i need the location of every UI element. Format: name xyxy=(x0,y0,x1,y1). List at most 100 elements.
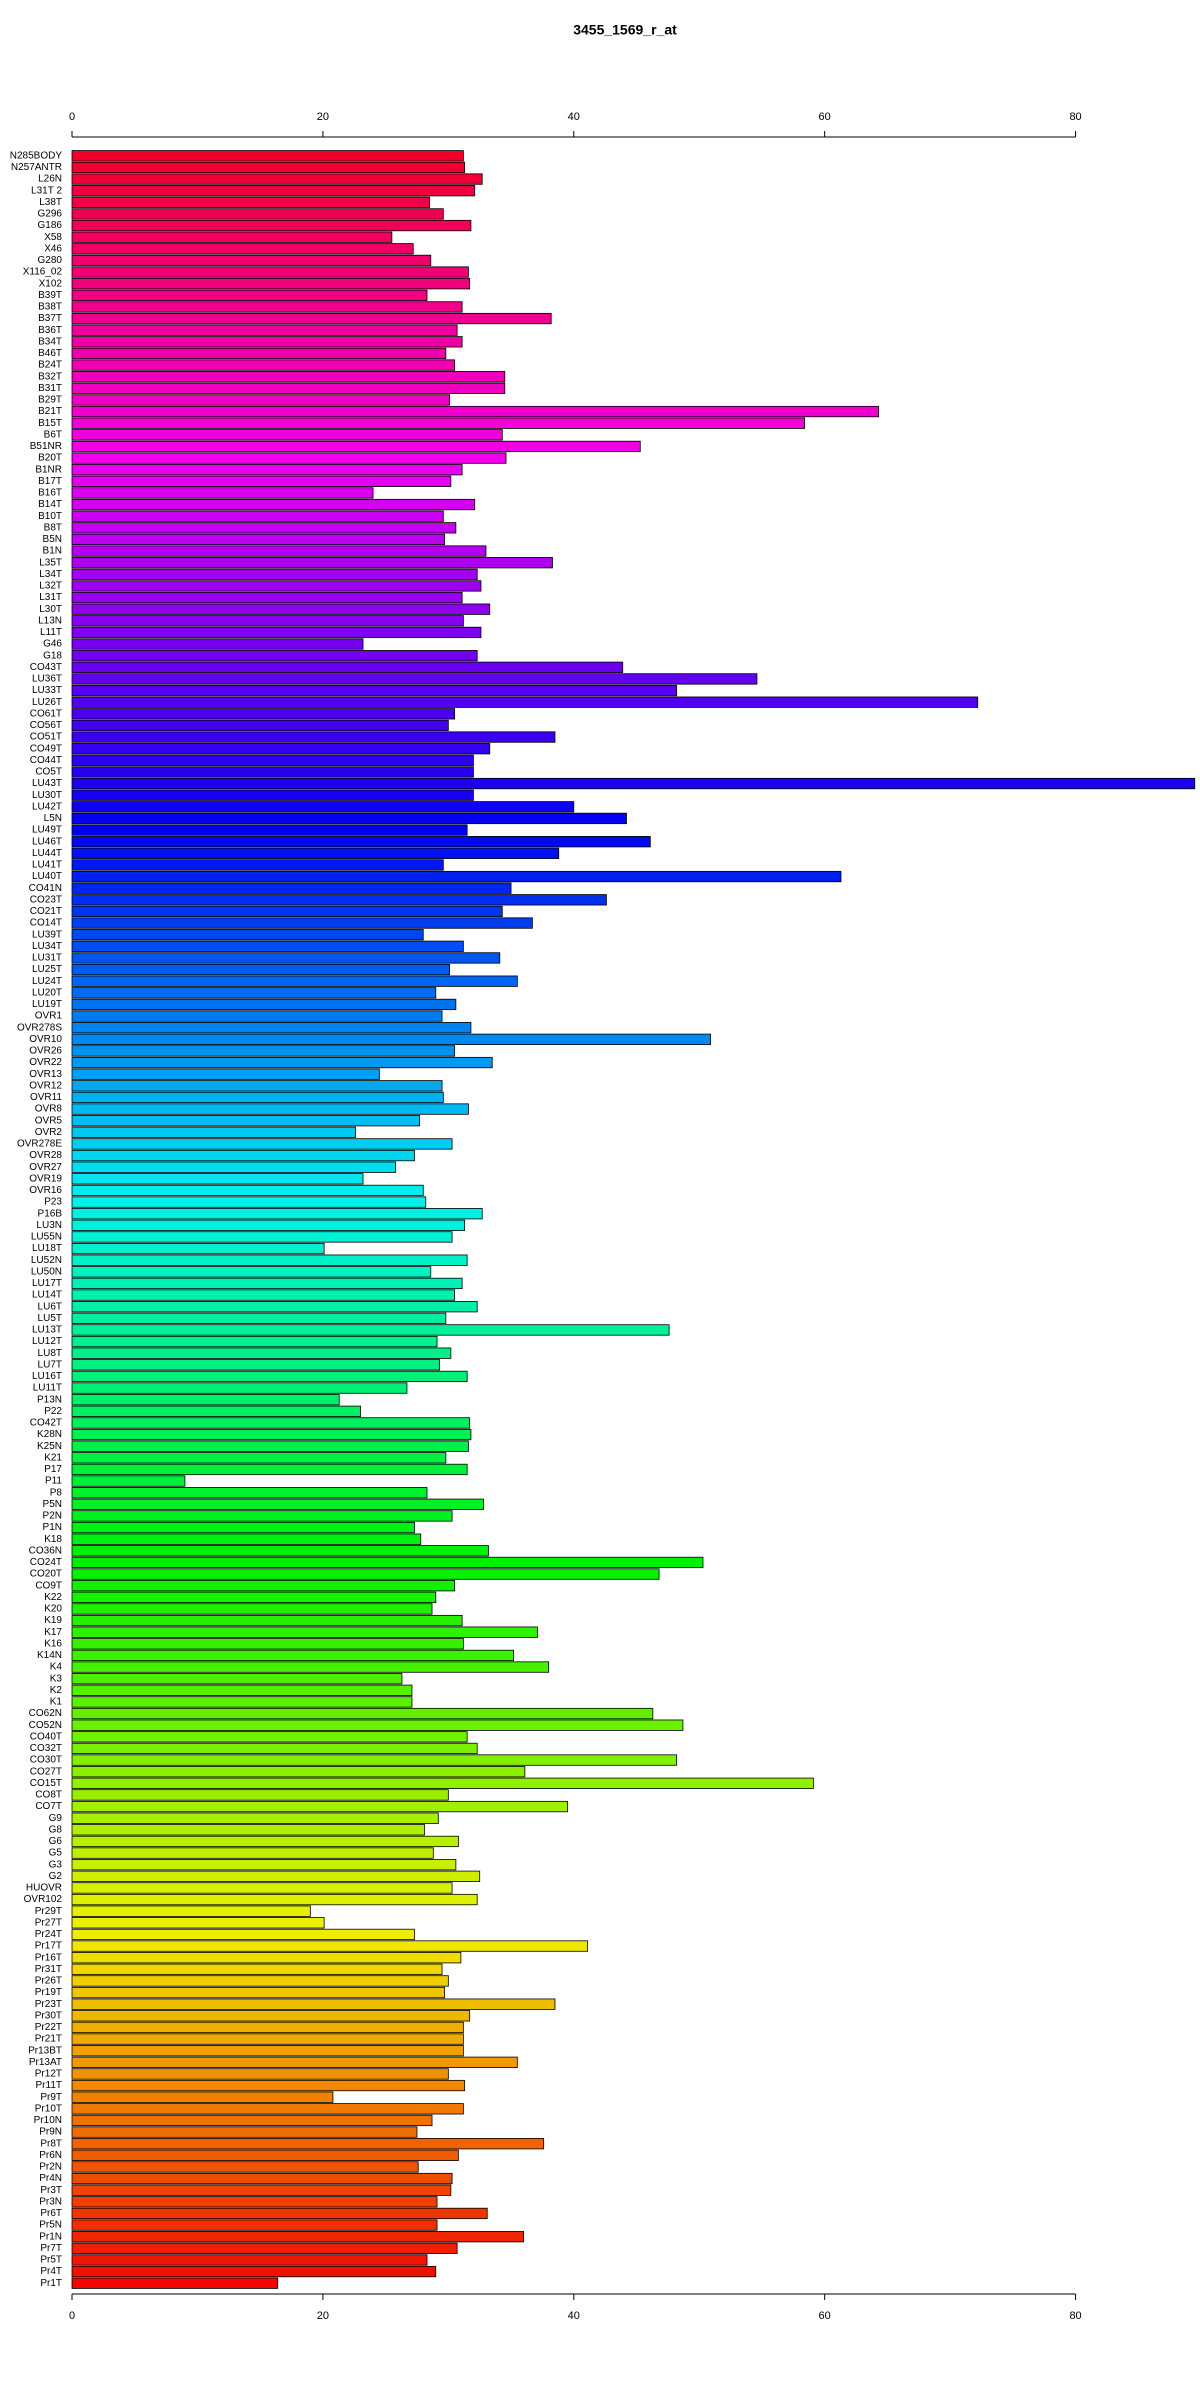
y-tick-label: Pr13AT xyxy=(29,2057,62,2068)
bar xyxy=(71,975,518,987)
y-tick-label: CO42T xyxy=(30,1418,62,1429)
bar xyxy=(71,1975,449,1987)
y-tick-label: LU7T xyxy=(38,1359,62,1370)
bar xyxy=(71,580,482,592)
bar xyxy=(71,2138,545,2150)
bar xyxy=(71,766,474,778)
y-tick-label: CO44T xyxy=(30,755,62,766)
y-tick-label: P8 xyxy=(50,1487,63,1498)
y-tick-label: K28N xyxy=(37,1429,62,1440)
bar xyxy=(71,359,456,371)
y-tick-label: L5N xyxy=(44,813,62,824)
y-tick-label: Pr30T xyxy=(35,2010,62,2021)
bar xyxy=(71,1498,484,1510)
x-tick-label: 0 xyxy=(69,2310,75,2322)
bar xyxy=(71,464,463,476)
y-tick-label: CO20T xyxy=(30,1569,62,1580)
bar xyxy=(71,2231,525,2243)
bar xyxy=(71,940,464,952)
y-tick-label: B20T xyxy=(38,453,62,464)
y-tick-label: CO40T xyxy=(30,1731,62,1742)
bar xyxy=(71,836,651,848)
bar xyxy=(71,1312,447,1324)
y-tick-label: CO8T xyxy=(35,1790,62,1801)
bar xyxy=(71,1370,468,1383)
y-tick-label: OVR22 xyxy=(29,1057,62,1068)
bar xyxy=(71,1789,449,1801)
bar xyxy=(71,1905,311,1917)
y-tick-label: LU50N xyxy=(31,1266,62,1277)
bar xyxy=(71,440,641,453)
y-tick-label: Pr10T xyxy=(35,2103,62,2114)
y-tick-label: P23 xyxy=(44,1197,62,1208)
y-tick-label: G5 xyxy=(49,1848,63,1859)
bar xyxy=(71,1986,445,1999)
bar xyxy=(71,626,482,639)
bar xyxy=(71,2068,449,2080)
y-tick-label: HUOVR xyxy=(26,1883,62,1894)
bar xyxy=(71,2161,419,2173)
bar xyxy=(71,475,452,487)
y-tick-label: L38T xyxy=(39,197,62,208)
bar xyxy=(71,266,469,278)
bar xyxy=(71,1277,463,1290)
y-tick-label: X116_02 xyxy=(23,267,63,278)
y-tick-label: CO27T xyxy=(30,1766,62,1777)
bar xyxy=(71,2219,438,2231)
y-tick-label: B24T xyxy=(38,360,62,371)
bar xyxy=(71,382,506,394)
bar xyxy=(71,1707,654,1720)
y-tick-label: P2N xyxy=(43,1511,62,1522)
y-tick-label: OVR10 xyxy=(29,1034,62,1045)
bar xyxy=(71,1080,443,1092)
bar xyxy=(71,1149,415,1162)
bar xyxy=(71,1138,453,1150)
y-tick-label: Pr21T xyxy=(35,2034,62,2045)
bar xyxy=(71,1115,420,1127)
bar xyxy=(71,1556,704,1569)
y-tick-label: Pr6T xyxy=(40,2208,62,2219)
bar xyxy=(71,1126,356,1138)
bar xyxy=(71,696,979,708)
y-tick-label: LU34T xyxy=(32,941,62,952)
y-tick-label: Pr8T xyxy=(40,2138,62,2149)
bar xyxy=(71,1928,415,1941)
bar xyxy=(71,1882,453,1894)
x-tick-label: 60 xyxy=(819,2310,831,2322)
x-tick-label: 80 xyxy=(1069,111,1081,123)
y-tick-label: B31T xyxy=(38,383,62,394)
y-tick-label: CO7T xyxy=(35,1801,62,1812)
bar xyxy=(71,1440,469,1452)
bar xyxy=(71,173,483,185)
bar xyxy=(71,1219,466,1231)
y-tick-label: G46 xyxy=(43,639,62,650)
y-tick-label: Pr10N xyxy=(34,2115,62,2126)
bar xyxy=(71,557,553,569)
y-tick-label: LU41T xyxy=(32,860,62,871)
bar xyxy=(71,1998,556,2010)
bar xyxy=(71,394,450,406)
y-tick-label: CO61T xyxy=(30,708,62,719)
y-tick-label: K25N xyxy=(37,1441,62,1452)
y-tick-label: P13N xyxy=(37,1394,62,1405)
bar xyxy=(71,2172,453,2185)
bar xyxy=(71,2254,428,2266)
y-tick-label: OVR11 xyxy=(30,1092,62,1103)
bar xyxy=(71,1010,443,1022)
y-tick-label: LU11T xyxy=(33,1383,62,1394)
y-tick-label: Pr19T xyxy=(35,1987,62,1998)
bar xyxy=(71,1475,186,1487)
y-tick-label: CO36N xyxy=(29,1545,62,1556)
y-tick-label: Pr31T xyxy=(35,1964,62,1975)
y-tick-label: B16T xyxy=(38,488,62,499)
bar xyxy=(71,1952,462,1964)
y-tick-label: LU14T xyxy=(32,1290,62,1301)
y-tick-label: Pr23T xyxy=(35,1999,62,2010)
bar xyxy=(71,1731,468,1743)
y-tick-label: P5N xyxy=(43,1499,62,1510)
y-tick-label: L35T xyxy=(39,557,62,568)
y-tick-label: L34T xyxy=(39,569,62,580)
bar xyxy=(71,719,449,732)
x-tick-label: 60 xyxy=(819,111,831,123)
bar xyxy=(71,1545,489,1557)
